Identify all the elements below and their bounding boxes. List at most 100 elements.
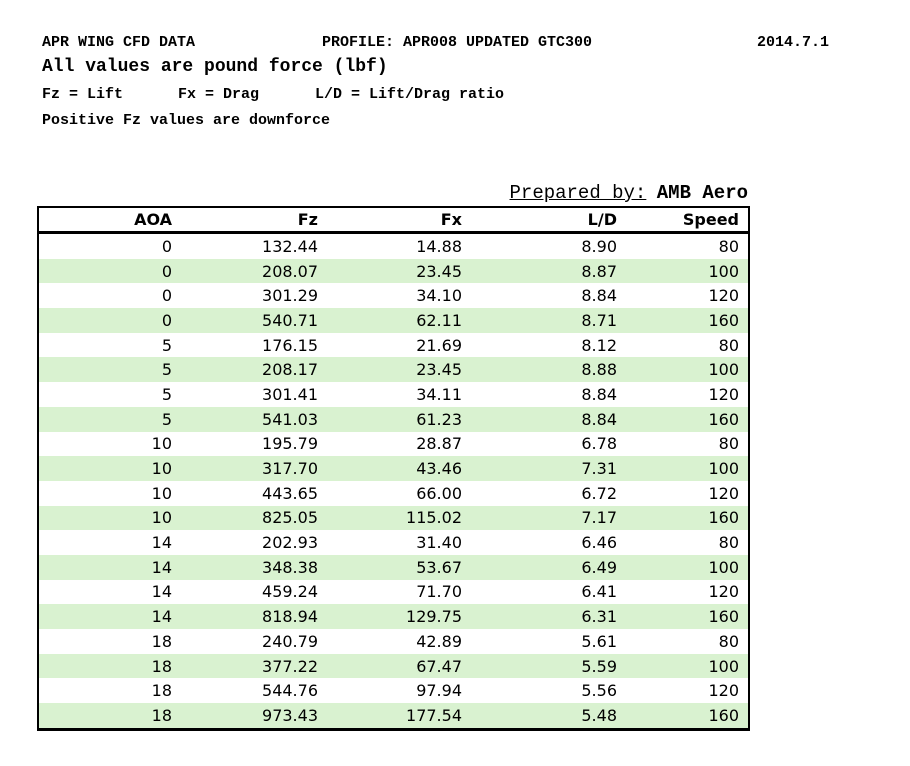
table-row: 18 240.79 42.89 5.61 80 bbox=[38, 629, 749, 654]
table-cell: 80 bbox=[718, 631, 739, 651]
table-cell: 10 bbox=[151, 483, 172, 503]
table-row: 10 195.79 28.87 6.78 80 bbox=[38, 432, 749, 457]
table-cell: 115.02 bbox=[327, 505, 471, 531]
table-cell: 6.49 bbox=[471, 554, 626, 580]
table-cell: 8.71 bbox=[471, 308, 626, 333]
table-cell: 8.84 bbox=[581, 384, 617, 404]
table-cell: 202.93 bbox=[262, 533, 318, 553]
legend-ld: L/D = Lift/Drag ratio bbox=[315, 86, 505, 103]
table-cell: 31.40 bbox=[416, 533, 462, 553]
table-row: 5 176.15 21.69 8.12 80 bbox=[38, 333, 749, 358]
table-cell: 0 bbox=[38, 308, 181, 333]
table-cell: 8.12 bbox=[581, 335, 617, 355]
col-header-fz: Fz bbox=[181, 207, 327, 234]
table-cell: 10 bbox=[38, 505, 181, 531]
table-cell: 443.65 bbox=[262, 483, 318, 503]
table-cell: 6.41 bbox=[581, 582, 617, 602]
table-row: 0 208.07 23.45 8.87 100 bbox=[38, 258, 749, 284]
table-cell: 34.11 bbox=[416, 384, 462, 404]
table-cell: 120 bbox=[708, 483, 739, 503]
table-row: 14 202.93 31.40 6.46 80 bbox=[38, 530, 749, 555]
doc-header-line: APR WING CFD DATA PROFILE: APR008 UPDATE… bbox=[0, 34, 910, 106]
table-cell: 23.45 bbox=[327, 258, 471, 284]
prepared-by: Prepared by: AMB Aero bbox=[37, 183, 748, 204]
table-cell: 80 bbox=[718, 533, 739, 553]
table-cell: 67.47 bbox=[327, 653, 471, 679]
table-cell: 160 bbox=[626, 604, 749, 629]
table-cell: 34.10 bbox=[416, 286, 462, 306]
table-cell: 6.31 bbox=[471, 604, 626, 629]
table-cell: 43.46 bbox=[327, 456, 471, 481]
table-cell: 5.56 bbox=[581, 681, 617, 701]
table-cell: 120 bbox=[708, 681, 739, 701]
table-cell: 100 bbox=[626, 653, 749, 679]
prepared-by-value: AMB Aero bbox=[656, 182, 748, 204]
doc-legend-line: Fz = Lift Fx = Drag L/D = Lift/Drag rati… bbox=[0, 85, 910, 161]
table-cell: 541.03 bbox=[181, 406, 327, 432]
table-cell: 818.94 bbox=[181, 604, 327, 629]
table-cell: 8.87 bbox=[471, 258, 626, 284]
col-header-fx: Fx bbox=[327, 207, 471, 234]
table-row: 18 377.22 67.47 5.59 100 bbox=[38, 653, 749, 679]
table-cell: 10 bbox=[151, 434, 172, 454]
prepared-by-label: Prepared by: bbox=[509, 182, 647, 204]
table-cell: 301.41 bbox=[262, 384, 318, 404]
table-cell: 62.11 bbox=[327, 308, 471, 333]
table-cell: 973.43 bbox=[181, 703, 327, 730]
table-cell: 129.75 bbox=[327, 604, 471, 629]
table-row: 0 540.71 62.11 8.71 160 bbox=[38, 308, 749, 333]
table-cell: 14 bbox=[38, 604, 181, 629]
table-cell: 208.17 bbox=[181, 357, 327, 383]
table-cell: 14 bbox=[38, 554, 181, 580]
table-cell: 8.88 bbox=[471, 357, 626, 383]
table-cell: 120 bbox=[708, 582, 739, 602]
doc-subtitle: All values are pound force (lbf) bbox=[42, 57, 388, 77]
table-cell: 18 bbox=[38, 653, 181, 679]
table-cell: 6.46 bbox=[581, 533, 617, 553]
table-row: 0 132.44 14.88 8.90 80 bbox=[38, 233, 749, 259]
doc-note: Positive Fz values are downforce bbox=[42, 112, 331, 129]
col-header-aoa: AOA bbox=[38, 207, 181, 234]
table-row: 10 317.70 43.46 7.31 100 bbox=[38, 456, 749, 481]
table-cell: 61.23 bbox=[327, 406, 471, 432]
table-row: 10 443.65 66.00 6.72 120 bbox=[38, 481, 749, 506]
table-cell: 53.67 bbox=[327, 554, 471, 580]
table-cell: 208.07 bbox=[181, 258, 327, 284]
table-cell: 377.22 bbox=[181, 653, 327, 679]
table-row: 14 348.38 53.67 6.49 100 bbox=[38, 554, 749, 580]
table-cell: 0 bbox=[38, 258, 181, 284]
table-cell: 14 bbox=[151, 582, 172, 602]
table-cell: 18 bbox=[151, 681, 172, 701]
doc-date: 2014.7.1 bbox=[757, 34, 830, 51]
table-cell: 160 bbox=[626, 703, 749, 730]
table-cell: 6.78 bbox=[581, 434, 617, 454]
table-cell: 0 bbox=[161, 286, 172, 306]
table-cell: 825.05 bbox=[181, 505, 327, 531]
table-cell: 80 bbox=[718, 434, 739, 454]
table-cell: 160 bbox=[626, 505, 749, 531]
col-header-speed: Speed bbox=[626, 207, 749, 234]
table-cell: 8.84 bbox=[581, 286, 617, 306]
table-cell: 540.71 bbox=[181, 308, 327, 333]
table-cell: 317.70 bbox=[181, 456, 327, 481]
table-row: 18 973.43 177.54 5.48 160 bbox=[38, 703, 749, 730]
table-cell: 80 bbox=[718, 236, 739, 256]
table-cell: 8.90 bbox=[581, 236, 617, 256]
table-cell: 100 bbox=[626, 456, 749, 481]
col-header-ld: L/D bbox=[471, 207, 626, 234]
table-cell: 5 bbox=[38, 406, 181, 432]
table-row: 14 459.24 71.70 6.41 120 bbox=[38, 580, 749, 605]
table-row: 5 541.03 61.23 8.84 160 bbox=[38, 406, 749, 432]
table-cell: 18 bbox=[38, 703, 181, 730]
table-cell: 21.69 bbox=[416, 335, 462, 355]
legend-fx: Fx = Drag bbox=[178, 86, 260, 103]
table-body: 0 132.44 14.88 8.90 80 0 208.07 23.45 8.87 100 0 30… bbox=[38, 233, 749, 730]
table-cell: 14 bbox=[151, 533, 172, 553]
table-cell: 14.88 bbox=[416, 236, 462, 256]
table-row: 5 208.17 23.45 8.88 100 bbox=[38, 357, 749, 383]
table-cell: 100 bbox=[626, 258, 749, 284]
table-cell: 100 bbox=[626, 554, 749, 580]
doc-title: APR WING CFD DATA bbox=[42, 34, 196, 51]
table-cell: 0 bbox=[161, 236, 172, 256]
